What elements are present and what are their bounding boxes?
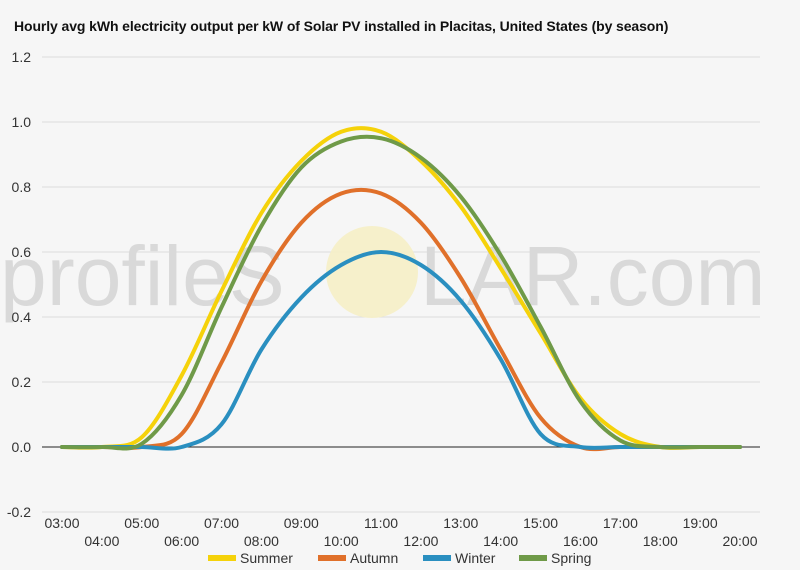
x-tick-label: 11:00	[364, 515, 398, 531]
y-tick-label: 0.0	[12, 439, 32, 455]
legend-item-autumn: Autumn	[318, 550, 398, 566]
legend-label: Spring	[551, 550, 591, 566]
legend-label: Autumn	[350, 550, 398, 566]
series-lines	[60, 126, 742, 452]
legend-label: Winter	[455, 550, 496, 566]
x-tick-label: 14:00	[483, 533, 518, 549]
legend-swatch	[208, 555, 236, 561]
series-line-summer	[60, 126, 742, 450]
legend-swatch	[423, 555, 451, 561]
x-tick-label: 15:00	[523, 515, 558, 531]
x-tick-label: 20:00	[722, 533, 757, 549]
y-tick-label: 1.0	[12, 114, 32, 130]
x-tick-label: 17:00	[603, 515, 638, 531]
x-tick-label: 09:00	[284, 515, 319, 531]
y-tick-label: -0.2	[7, 504, 31, 520]
legend-swatch	[519, 555, 547, 561]
watermark: profileS LAR.com	[0, 226, 765, 323]
legend-item-winter: Winter	[423, 550, 496, 566]
y-tick-label: 1.2	[12, 49, 32, 65]
x-tick-label: 04:00	[84, 533, 119, 549]
legend-swatch	[318, 555, 346, 561]
x-tick-label: 03:00	[44, 515, 79, 531]
x-tick-label: 08:00	[244, 533, 279, 549]
x-tick-label: 10:00	[324, 533, 359, 549]
x-tick-label: 18:00	[643, 533, 678, 549]
x-tick-label: 12:00	[403, 533, 438, 549]
x-tick-labels: 03:00 04:00 05:00 06:00 07:00 08:00 09:00 10:00…	[44, 515, 757, 549]
x-tick-label: 06:00	[164, 533, 199, 549]
x-tick-label: 16:00	[563, 533, 598, 549]
y-tick-label: 0.4	[12, 309, 32, 325]
x-tick-label: 19:00	[683, 515, 718, 531]
watermark-sun-icon	[326, 226, 418, 318]
x-tick-label: 07:00	[204, 515, 239, 531]
legend-label: Summer	[240, 550, 293, 566]
watermark-text-right: LAR.com	[420, 229, 765, 323]
series-line-winter	[60, 250, 742, 451]
chart-title: Hourly avg kWh electricity output per kW…	[14, 18, 669, 34]
legend-item-spring: Spring	[519, 550, 591, 566]
watermark-text-left: profileS	[0, 229, 285, 323]
legend-item-summer: Summer	[208, 550, 293, 566]
x-tick-label: 05:00	[124, 515, 159, 531]
y-tick-labels: -0.2 0.0 0.2 0.4 0.6 0.8 1.0 1.2	[7, 49, 31, 520]
y-tick-label: 0.8	[12, 179, 32, 195]
series-line-spring	[60, 134, 742, 451]
y-tick-label: 0.6	[12, 244, 32, 260]
x-tick-label: 13:00	[443, 515, 478, 531]
legend: Summer Autumn Winter Spring	[208, 550, 591, 566]
y-tick-label: 0.2	[12, 374, 32, 390]
